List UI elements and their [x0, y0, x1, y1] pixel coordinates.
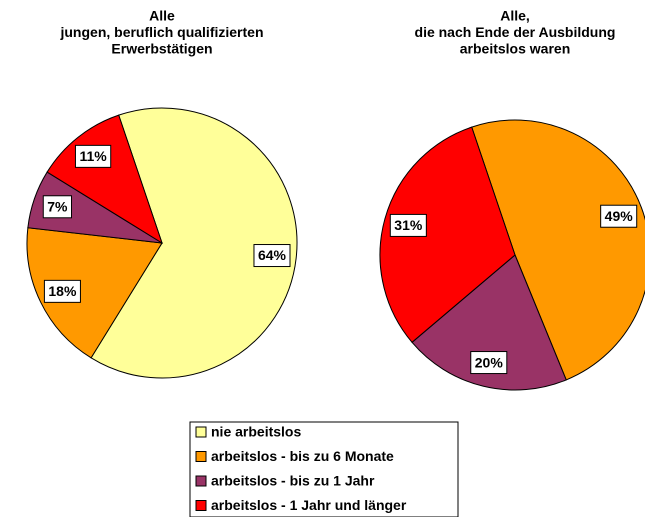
legend-label: nie arbeitslos — [211, 424, 301, 440]
chart-title: Alle — [149, 8, 175, 24]
chart-title: Erwerbstätigen — [111, 41, 212, 57]
data-label: 31% — [394, 217, 423, 233]
data-label: 49% — [605, 208, 634, 224]
pie-slice — [471, 119, 645, 381]
data-label-box — [253, 244, 291, 268]
pie-slice — [411, 254, 567, 391]
legend-box — [189, 421, 459, 517]
chart-title: arbeitslos waren — [460, 41, 571, 57]
pie-slice — [26, 227, 163, 359]
chart-title: Alle, — [500, 8, 530, 24]
legend-label: arbeitslos - bis zu 1 Jahr — [211, 473, 375, 489]
chart-title: die nach Ende der Ausbildung — [415, 24, 616, 40]
data-label: 18% — [48, 283, 77, 299]
legend-swatch — [195, 426, 207, 438]
data-label-box — [389, 213, 427, 237]
data-label-box — [470, 351, 508, 375]
data-label: 20% — [475, 354, 504, 370]
pie-slice — [379, 126, 516, 344]
legend-swatch — [195, 500, 207, 511]
chart-title: jungen, beruflich qualifizierten — [59, 24, 263, 40]
legend-label: arbeitslos - bis zu 6 Monate — [211, 448, 394, 464]
legend-label: arbeitslos - 1 Jahr und länger — [211, 497, 407, 513]
legend-swatch — [195, 475, 207, 487]
data-label-box — [600, 204, 638, 228]
data-label: 7% — [47, 198, 68, 214]
data-label-box — [43, 279, 81, 303]
pie-slice — [90, 107, 298, 379]
legend-swatch — [195, 451, 207, 462]
data-label: 11% — [79, 148, 107, 164]
data-label-box — [42, 195, 73, 219]
data-label-box — [74, 144, 112, 168]
data-label: 64% — [258, 247, 287, 263]
